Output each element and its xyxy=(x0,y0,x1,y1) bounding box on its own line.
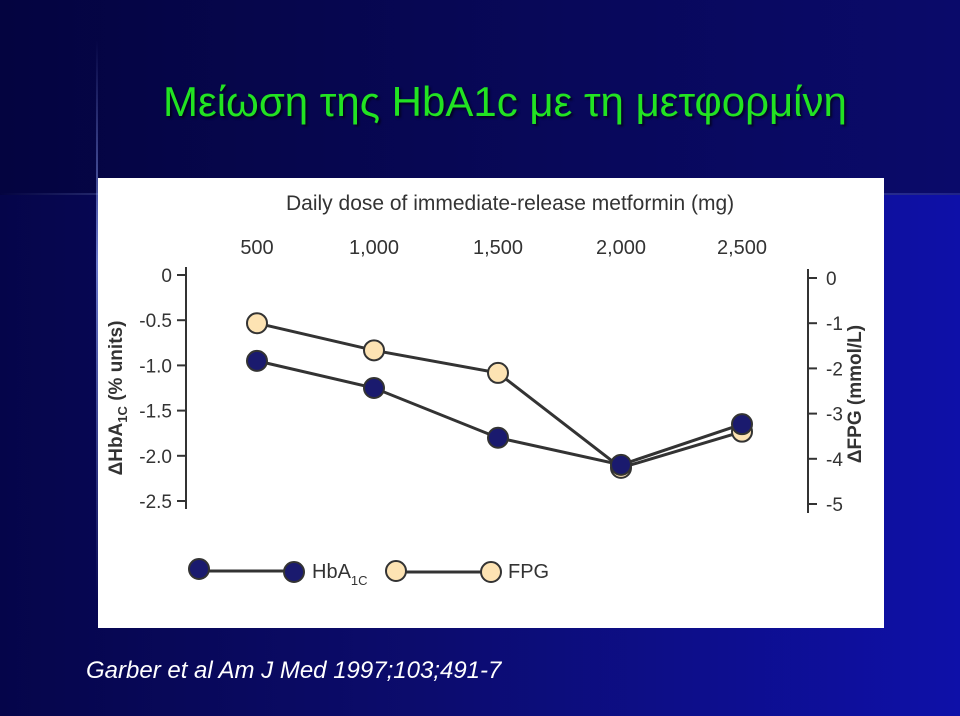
data-point-fpg xyxy=(487,361,509,384)
data-point-hba1c xyxy=(363,377,385,399)
right-tick-label: -2 xyxy=(826,359,843,380)
x-tick-label: 2,500 xyxy=(717,237,767,259)
metformin-chart: Daily dose of immediate-release metformi… xyxy=(106,192,866,588)
left-tick-label: -1.5 xyxy=(139,402,172,423)
chart-panel: Daily dose of immediate-release metformi… xyxy=(98,178,884,628)
title-band xyxy=(0,0,960,195)
left-tick-label: 0 xyxy=(161,266,172,287)
left-tick-label: -2.5 xyxy=(139,492,172,513)
legend-label-hba1c: HbA1C xyxy=(312,561,368,588)
legend-marker-hba1c xyxy=(188,558,210,580)
legend-label-fpg: FPG xyxy=(508,561,549,583)
right-tick-label: -3 xyxy=(826,405,843,426)
right-axis-label: ΔFPG (mmol/L) xyxy=(845,325,866,463)
left-axis-label: ΔHbA1C (% units) xyxy=(106,321,130,476)
legend-label-hba1c-main: HbA xyxy=(312,561,352,583)
left-tick-label: -1.0 xyxy=(139,356,172,377)
citation: Garber et al Am J Med 1997;103;491-7 xyxy=(86,657,502,684)
data-point-fpg xyxy=(363,339,385,362)
left-axis-label-sub: 1C xyxy=(115,405,130,422)
x-tick-label: 1,000 xyxy=(349,237,399,259)
right-tick-label: -4 xyxy=(826,450,843,471)
right-tick-label: 0 xyxy=(826,269,837,290)
left-tick-label: -2.0 xyxy=(139,447,172,468)
right-tick-label: -1 xyxy=(826,314,843,335)
legend-marker-fpg xyxy=(480,561,502,583)
x-tick-label: 1,500 xyxy=(473,237,523,259)
right-tick-label: -5 xyxy=(826,495,843,516)
legend-marker-hba1c xyxy=(283,561,305,583)
x-tick-label: 500 xyxy=(240,237,273,259)
data-point-hba1c xyxy=(487,426,509,449)
x-tick-label: 2,000 xyxy=(596,237,646,259)
data-point-hba1c xyxy=(731,413,753,436)
left-axis-label-main: ΔHbA xyxy=(106,422,127,475)
left-tick-label: -0.5 xyxy=(139,311,172,332)
left-axis-label-rest: (% units) xyxy=(106,321,127,407)
decorative-vertical-line xyxy=(96,40,98,600)
chart-title: Daily dose of immediate-release metformi… xyxy=(286,192,734,215)
legend-label-hba1c-sub: 1C xyxy=(351,573,368,588)
data-point-hba1c xyxy=(610,453,632,476)
legend-marker-fpg xyxy=(385,560,407,582)
slide-title: Μείωση της HbA1c με τη μετφορμίνη xyxy=(163,78,847,125)
data-point-hba1c xyxy=(246,349,268,372)
data-point-fpg xyxy=(246,312,268,335)
